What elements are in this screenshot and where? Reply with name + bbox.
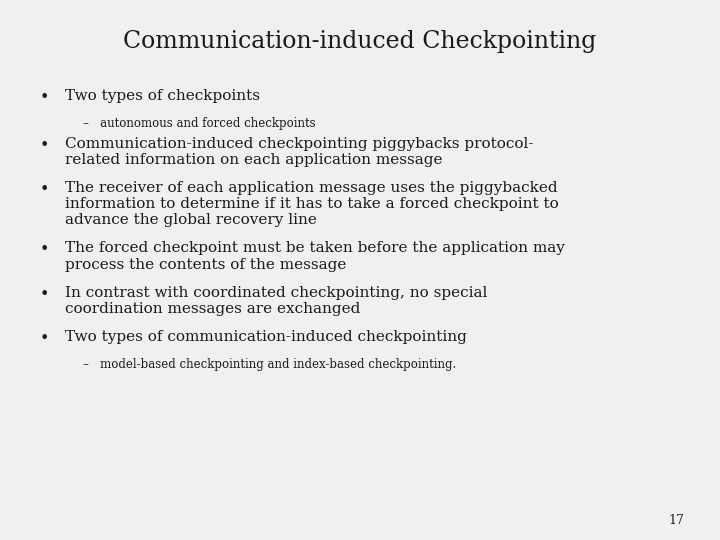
Text: •: •	[40, 286, 49, 302]
Text: Two types of communication-induced checkpointing: Two types of communication-induced check…	[65, 330, 467, 344]
Text: related information on each application message: related information on each application …	[65, 153, 442, 167]
Text: Two types of checkpoints: Two types of checkpoints	[65, 89, 260, 103]
Text: information to determine if it has to take a forced checkpoint to: information to determine if it has to ta…	[65, 197, 559, 211]
Text: –   model-based checkpointing and index-based checkpointing.: – model-based checkpointing and index-ba…	[83, 358, 456, 371]
Text: advance the global recovery line: advance the global recovery line	[65, 213, 317, 227]
Text: 17: 17	[668, 514, 684, 526]
Text: •: •	[40, 181, 49, 198]
Text: –   autonomous and forced checkpoints: – autonomous and forced checkpoints	[83, 117, 315, 130]
Text: In contrast with coordinated checkpointing, no special: In contrast with coordinated checkpointi…	[65, 286, 487, 300]
Text: •: •	[40, 330, 49, 347]
Text: Communication-induced Checkpointing: Communication-induced Checkpointing	[123, 30, 597, 53]
Text: •: •	[40, 137, 49, 153]
Text: •: •	[40, 241, 49, 258]
Text: The receiver of each application message uses the piggybacked: The receiver of each application message…	[65, 181, 557, 195]
Text: •: •	[40, 89, 49, 106]
Text: process the contents of the message: process the contents of the message	[65, 258, 346, 272]
Text: coordination messages are exchanged: coordination messages are exchanged	[65, 302, 360, 316]
Text: The forced checkpoint must be taken before the application may: The forced checkpoint must be taken befo…	[65, 241, 564, 255]
Text: Communication-induced checkpointing piggybacks protocol-: Communication-induced checkpointing pigg…	[65, 137, 534, 151]
